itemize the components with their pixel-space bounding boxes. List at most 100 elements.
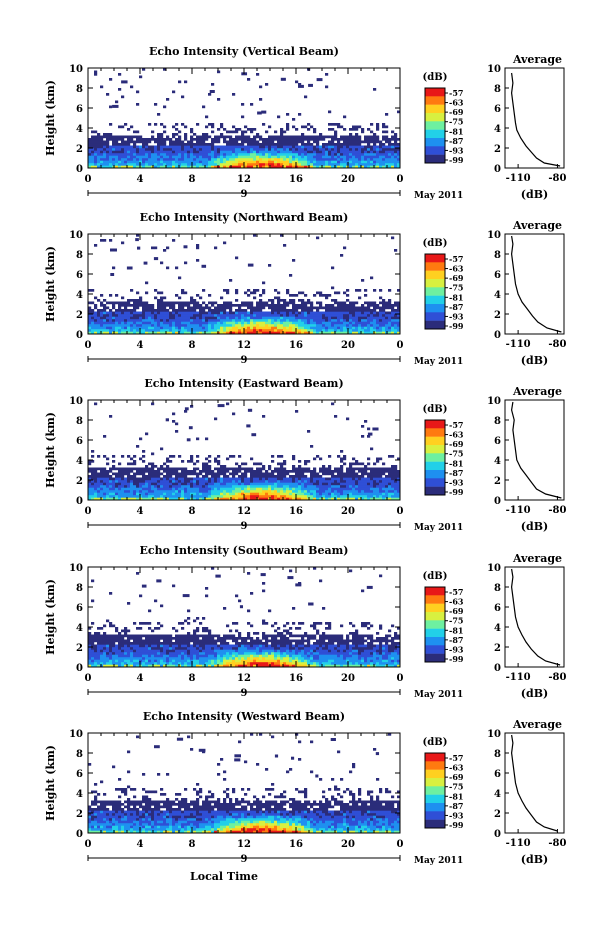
heatmap-cell: [172, 158, 176, 161]
heatmap-cell: [352, 329, 356, 332]
heatmap-cell: [289, 482, 293, 486]
heatmap-cell: [148, 319, 152, 322]
heatmap-cell: [355, 462, 359, 466]
heatmap-cell: [205, 329, 209, 332]
heatmap-cell: [109, 321, 113, 325]
heatmap-cell: [103, 316, 107, 320]
heatmap-cell: [319, 495, 323, 498]
heatmap-cell: [139, 642, 143, 645]
heatmap-cell: [100, 145, 104, 149]
heatmap-cell: [103, 133, 107, 136]
heatmap-cell: [250, 470, 254, 473]
heatmap-cell: [376, 457, 380, 461]
heatmap-cell: [97, 138, 101, 141]
avg-x-tick-label: -80: [548, 505, 566, 516]
heatmap-cell: [118, 324, 122, 327]
heatmap-cell: [184, 304, 188, 307]
heatmap-cell: [253, 311, 257, 315]
heatmap-cell: [238, 316, 242, 320]
heatmap-cell: [289, 140, 293, 144]
heatmap-cell: [151, 462, 155, 466]
heatmap-cell: [352, 477, 356, 481]
heatmap-cell: [262, 301, 266, 305]
heatmap-cell: [343, 480, 347, 483]
heatmap-cell: [106, 495, 110, 498]
heatmap-cell: [253, 150, 257, 154]
heatmap-cell: [124, 324, 128, 327]
heatmap-cell: [232, 495, 236, 498]
x-tick-label: 16: [289, 174, 303, 185]
heatmap-cell: [262, 138, 266, 141]
heatmap-cell: [145, 475, 149, 478]
heatmap-cell: [355, 497, 359, 501]
heatmap-cell: [304, 309, 308, 312]
heatmap-cell: [367, 311, 371, 315]
heatmap-cell: [187, 480, 191, 483]
heatmap-cell: [97, 649, 101, 653]
heatmap-cell: [196, 437, 200, 441]
heatmap-cell: [220, 311, 224, 315]
heatmap-cell: [124, 639, 128, 643]
heatmap-cell: [331, 266, 335, 270]
heatmap-cell: [298, 490, 302, 493]
heatmap-cell: [205, 326, 209, 330]
heatmap-cell: [349, 128, 353, 131]
heatmap-cell: [151, 160, 155, 164]
heatmap-cell: [136, 304, 140, 307]
heatmap-cell: [184, 324, 188, 327]
heatmap-cell: [211, 145, 215, 149]
heatmap-cell: [280, 492, 284, 496]
heatmap-cell: [277, 475, 281, 478]
heatmap-cell: [148, 480, 152, 483]
heatmap-cell: [223, 331, 227, 335]
heatmap-cell: [124, 158, 128, 161]
heatmap-cell: [331, 155, 335, 159]
heatmap-cell: [355, 138, 359, 141]
heatmap-cell: [247, 490, 251, 493]
heatmap-cell: [385, 319, 389, 322]
heatmap-cell: [178, 296, 182, 300]
heatmap-cell: [301, 477, 305, 481]
heatmap-cell: [181, 470, 185, 473]
heatmap-cell: [253, 306, 257, 310]
heatmap-cell: [145, 329, 149, 332]
heatmap-cell: [298, 299, 302, 302]
heatmap-cell: [103, 163, 107, 166]
heatmap-cell: [277, 138, 281, 141]
heatmap-cell: [316, 160, 320, 164]
heatmap-cell: [280, 145, 284, 149]
heatmap-cell: [127, 158, 131, 161]
heatmap-cell: [178, 495, 182, 498]
heatmap-cell: [193, 145, 197, 149]
heatmap-cell: [151, 480, 155, 483]
heatmap-cell: [370, 130, 374, 134]
heatmap-cell: [121, 160, 125, 164]
heatmap-cell: [340, 480, 344, 483]
heatmap-cell: [337, 495, 341, 498]
heatmap-cell: [115, 148, 119, 151]
heatmap-cell: [322, 314, 326, 317]
heatmap-cell: [391, 485, 395, 488]
heatmap-cell: [328, 110, 332, 114]
heatmap-cell: [373, 477, 377, 481]
heatmap-cell: [358, 158, 362, 161]
heatmap-cell: [94, 321, 98, 325]
heatmap-cell: [130, 314, 134, 317]
heatmap-cell: [106, 647, 110, 650]
heatmap-cell: [151, 304, 155, 307]
heatmap-cell: [217, 128, 221, 131]
heatmap-cell: [94, 326, 98, 330]
heatmap-cell: [136, 234, 140, 237]
heatmap-cell: [94, 319, 98, 322]
heatmap-cell: [283, 316, 287, 320]
heatmap-cell: [109, 145, 113, 149]
heatmap-cell: [208, 301, 212, 305]
heatmap-cell: [190, 158, 194, 161]
avg-y-tick-label: 10: [487, 230, 501, 241]
heatmap-cell: [154, 490, 158, 493]
heatmap-cell: [358, 153, 362, 156]
heatmap-cell: [202, 135, 206, 139]
heatmap-cell: [91, 477, 95, 481]
heatmap-cell: [253, 490, 257, 493]
heatmap-cell: [238, 158, 242, 161]
